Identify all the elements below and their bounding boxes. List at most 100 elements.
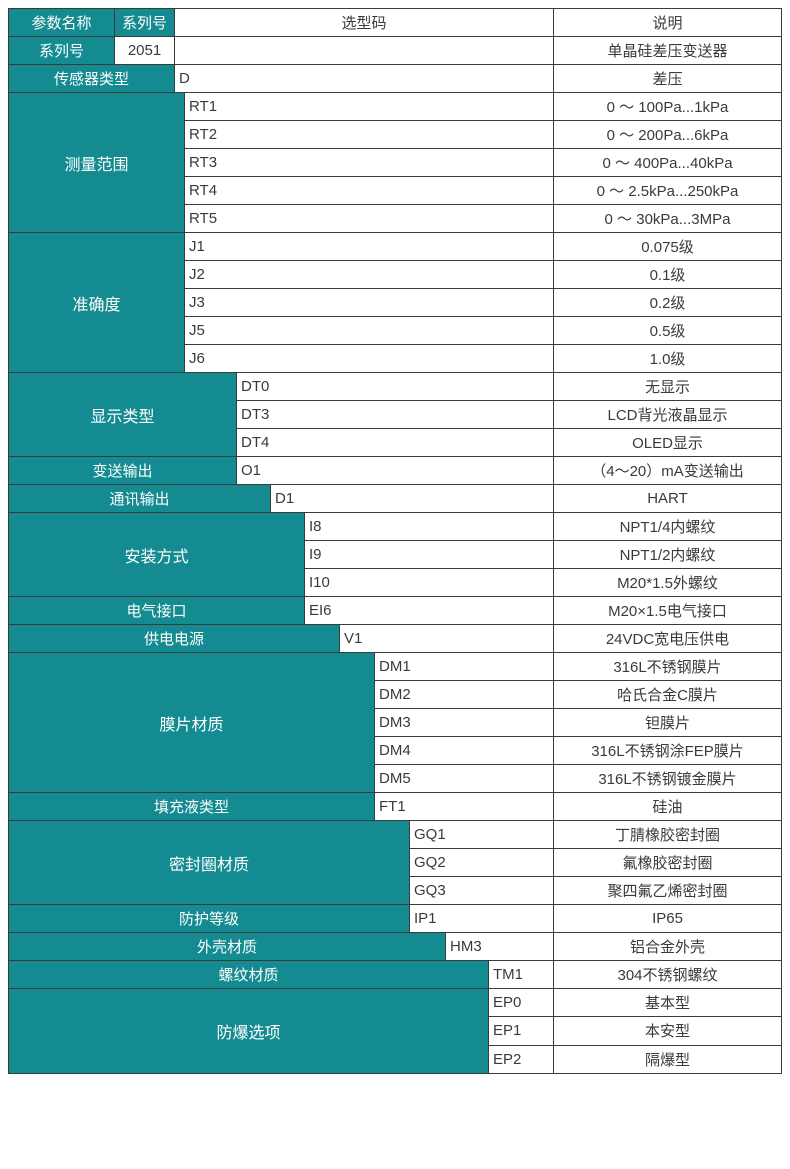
table-row: EP0 基本型	[489, 989, 781, 1017]
display-group: 显示类型 DT0 无显示 DT3 LCD背光液晶显示 DT4 OLED显示	[9, 373, 781, 457]
protection-desc: IP65	[554, 905, 781, 932]
desc-cell: 氟橡胶密封圈	[554, 849, 781, 876]
sensor-type-label: 传感器类型	[9, 65, 175, 92]
thread-desc: 304不锈钢螺纹	[554, 961, 781, 988]
seal-label: 密封圈材质	[9, 821, 410, 904]
code-cell: J5	[185, 317, 554, 344]
protection-code: IP1	[410, 905, 554, 932]
table-row: J2 0.1级	[185, 261, 781, 289]
desc-cell: 316L不锈钢镀金膜片	[554, 765, 781, 792]
housing-label: 外壳材质	[9, 933, 446, 960]
table-row: RT1 0 ～ 100Pa...1kPa	[185, 93, 781, 121]
diaphragm-group: 膜片材质 DM1 316L不锈钢膜片 DM2 哈氏合金C膜片 DM3 钽膜片 D…	[9, 653, 781, 793]
comm-desc: HART	[554, 485, 781, 512]
code-cell: RT1	[185, 93, 554, 120]
table-row: GQ2 氟橡胶密封圈	[410, 849, 781, 877]
protection-label: 防护等级	[9, 905, 410, 932]
desc-cell: 丁腈橡胶密封圈	[554, 821, 781, 848]
series-label: 系列号	[9, 37, 115, 64]
desc-cell: NPT1/2内螺纹	[554, 541, 781, 568]
display-label: 显示类型	[9, 373, 237, 456]
comm-row: 通讯输出 D1 HART	[9, 485, 781, 513]
table-row: GQ3 聚四氟乙烯密封圈	[410, 877, 781, 904]
code-cell: J3	[185, 289, 554, 316]
series-value: 2051	[115, 37, 175, 64]
table-row: J6 1.0级	[185, 345, 781, 372]
desc-cell: 0.2级	[554, 289, 781, 316]
elec-row: 电气接口 EI6 M20×1.5电气接口	[9, 597, 781, 625]
table-row: I10 M20*1.5外螺纹	[305, 569, 781, 596]
table-row: I8 NPT1/4内螺纹	[305, 513, 781, 541]
transmit-row: 变送输出 O1 （4～20）mA变送输出	[9, 457, 781, 485]
power-row: 供电电源 V1 24VDC宽电压供电	[9, 625, 781, 653]
code-cell: GQ1	[410, 821, 554, 848]
code-cell: RT4	[185, 177, 554, 204]
desc-cell: 0.075级	[554, 233, 781, 260]
elec-label: 电气接口	[9, 597, 305, 624]
desc-cell: OLED显示	[554, 429, 781, 456]
accuracy-label: 准确度	[9, 233, 185, 372]
desc-cell: 聚四氟乙烯密封圈	[554, 877, 781, 904]
series-row: 系列号 2051 单晶硅差压变送器	[9, 37, 781, 65]
header-param: 参数名称	[9, 9, 115, 36]
code-cell: DT4	[237, 429, 554, 456]
fill-desc: 硅油	[554, 793, 781, 820]
transmit-label: 变送输出	[9, 457, 237, 484]
explosion-group: 防爆选项 EP0 基本型 EP1 本安型 EP2 隔爆型	[9, 989, 781, 1073]
desc-cell: 0.5级	[554, 317, 781, 344]
code-cell: DM2	[375, 681, 554, 708]
code-cell: I8	[305, 513, 554, 540]
code-cell: EP1	[489, 1017, 554, 1044]
code-cell: DM1	[375, 653, 554, 680]
desc-cell: 隔爆型	[554, 1046, 781, 1073]
code-cell: GQ3	[410, 877, 554, 904]
fill-code: FT1	[375, 793, 554, 820]
transmit-desc: （4～20）mA变送输出	[554, 457, 781, 484]
desc-cell: 基本型	[554, 989, 781, 1016]
thread-code: TM1	[489, 961, 554, 988]
code-cell: J2	[185, 261, 554, 288]
desc-cell: 0 ～ 2.5kPa...250kPa	[554, 177, 781, 204]
housing-code: HM3	[446, 933, 554, 960]
desc-cell: 0 ～ 30kPa...3MPa	[554, 205, 781, 232]
desc-cell: 1.0级	[554, 345, 781, 372]
desc-cell: NPT1/4内螺纹	[554, 513, 781, 540]
accuracy-group: 准确度 J1 0.075级 J2 0.1级 J3 0.2级 J5 0.5级 J6…	[9, 233, 781, 373]
code-cell: I9	[305, 541, 554, 568]
thread-row: 螺纹材质 TM1 304不锈钢螺纹	[9, 961, 781, 989]
desc-cell: 316L不锈钢膜片	[554, 653, 781, 680]
protection-row: 防护等级 IP1 IP65	[9, 905, 781, 933]
code-cell: J1	[185, 233, 554, 260]
table-row: DM5 316L不锈钢镀金膜片	[375, 765, 781, 792]
power-code: V1	[340, 625, 554, 652]
selection-table: 参数名称 系列号 选型码 说明 系列号 2051 单晶硅差压变送器 传感器类型 …	[8, 8, 782, 1074]
table-row: J5 0.5级	[185, 317, 781, 345]
sensor-type-desc: 差压	[554, 65, 781, 92]
measure-range-group: 测量范围 RT1 0 ～ 100Pa...1kPa RT2 0 ～ 200Pa.…	[9, 93, 781, 233]
fill-row: 填充液类型 FT1 硅油	[9, 793, 781, 821]
elec-desc: M20×1.5电气接口	[554, 597, 781, 624]
code-cell: DM3	[375, 709, 554, 736]
measure-range-label: 测量范围	[9, 93, 185, 232]
thread-label: 螺纹材质	[9, 961, 489, 988]
header-series: 系列号	[115, 9, 175, 36]
table-row: RT4 0 ～ 2.5kPa...250kPa	[185, 177, 781, 205]
desc-cell: 0 ～ 400Pa...40kPa	[554, 149, 781, 176]
code-cell: GQ2	[410, 849, 554, 876]
code-cell: DM5	[375, 765, 554, 792]
install-group: 安装方式 I8 NPT1/4内螺纹 I9 NPT1/2内螺纹 I10 M20*1…	[9, 513, 781, 597]
code-cell: I10	[305, 569, 554, 596]
desc-cell: 本安型	[554, 1017, 781, 1044]
header-row: 参数名称 系列号 选型码 说明	[9, 9, 781, 37]
desc-cell: 0.1级	[554, 261, 781, 288]
header-desc: 说明	[554, 9, 781, 36]
desc-cell: 无显示	[554, 373, 781, 400]
code-cell: RT5	[185, 205, 554, 232]
comm-code: D1	[271, 485, 554, 512]
desc-cell: M20*1.5外螺纹	[554, 569, 781, 596]
table-row: DM2 哈氏合金C膜片	[375, 681, 781, 709]
table-row: DM3 钽膜片	[375, 709, 781, 737]
code-cell: DT0	[237, 373, 554, 400]
desc-cell: 钽膜片	[554, 709, 781, 736]
code-cell: EP2	[489, 1046, 554, 1073]
